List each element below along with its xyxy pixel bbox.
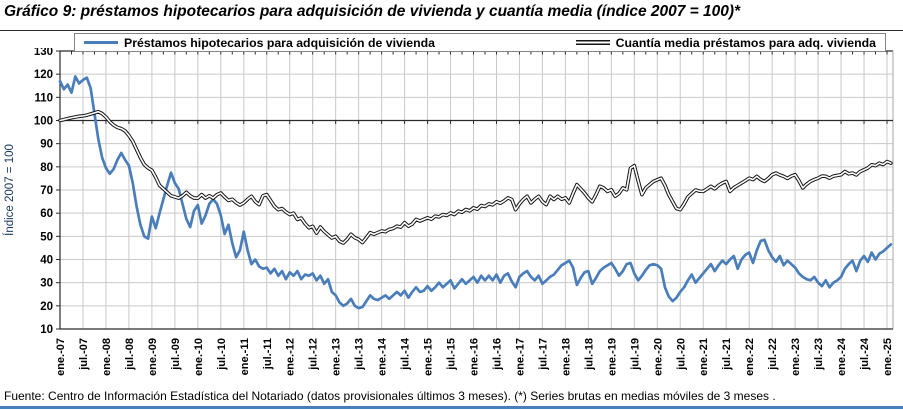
svg-text:ene.-12: ene.-12	[285, 338, 297, 376]
svg-text:40: 40	[40, 255, 53, 267]
svg-text:ene.-25: ene.-25	[882, 338, 894, 376]
svg-text:ene.-17: ene.-17	[514, 338, 526, 376]
svg-text:jul.-18: jul.-18	[583, 338, 595, 371]
svg-text:ene.-10: ene.-10	[193, 338, 205, 376]
svg-text:ene.-24: ene.-24	[836, 337, 848, 376]
svg-text:ene.-21: ene.-21	[698, 338, 710, 376]
svg-text:jul.-13: jul.-13	[354, 338, 366, 371]
svg-text:ene.-23: ene.-23	[790, 338, 802, 376]
legend-item-prestamos: Préstamos hipotecarios para adquisición …	[84, 36, 435, 50]
svg-text:ene.-13: ene.-13	[331, 338, 343, 376]
bottom-rule	[0, 406, 903, 409]
svg-text:ene.-19: ene.-19	[606, 338, 618, 376]
svg-text:70: 70	[40, 185, 53, 197]
svg-text:jul.-21: jul.-21	[721, 338, 733, 371]
svg-text:jul.-11: jul.-11	[262, 338, 274, 370]
svg-text:60: 60	[40, 208, 53, 220]
title-divider	[0, 30, 903, 31]
svg-text:jul.-17: jul.-17	[537, 338, 549, 371]
svg-text:jul.-07: jul.-07	[78, 338, 90, 371]
svg-text:jul.-24: jul.-24	[859, 337, 871, 371]
source-note: Fuente: Centro de Información Estadístic…	[4, 389, 776, 403]
svg-text:jul.-08: jul.-08	[124, 338, 136, 371]
legend-item-cuantia: Cuantía media préstamos para adq. vivien…	[575, 35, 876, 50]
plot-area: 10 20 30 40 50 60 70 80 90 100 110 120 130 ene.-07 jul…	[0, 46, 903, 383]
svg-text:ene.-22: ene.-22	[744, 338, 756, 376]
svg-text:110: 110	[34, 92, 53, 104]
svg-text:ene.-09: ene.-09	[147, 338, 159, 376]
svg-text:ene.-08: ene.-08	[101, 338, 113, 376]
y-axis-title: Índice 2007 = 100	[3, 144, 16, 236]
plot-svg: 10 20 30 40 50 60 70 80 90 100 110 120 130 ene.-07 jul…	[3, 46, 894, 376]
svg-text:30: 30	[40, 278, 53, 290]
svg-text:jul.-12: jul.-12	[308, 338, 320, 371]
svg-text:120: 120	[34, 69, 53, 81]
svg-text:jul.-15: jul.-15	[446, 338, 458, 371]
svg-text:50: 50	[40, 231, 53, 243]
svg-text:20: 20	[40, 301, 53, 313]
svg-text:ene.-11: ene.-11	[239, 338, 251, 375]
svg-text:jul.-10: jul.-10	[216, 338, 228, 371]
svg-text:ene.-15: ene.-15	[423, 338, 435, 376]
svg-text:jul.-16: jul.-16	[491, 338, 503, 371]
svg-text:jul.-19: jul.-19	[629, 338, 641, 371]
chart-title: Gráfico 9: préstamos hipotecarios para a…	[4, 3, 741, 20]
legend-label-cuantia: Cuantía media préstamos para adq. vivien…	[615, 35, 876, 50]
legend-label-prestamos: Préstamos hipotecarios para adquisición …	[124, 35, 435, 50]
svg-text:ene.-14: ene.-14	[377, 337, 389, 376]
svg-text:10: 10	[40, 324, 53, 336]
svg-text:jul.-22: jul.-22	[767, 338, 779, 371]
svg-text:jul.-09: jul.-09	[170, 338, 182, 371]
svg-text:jul.-14: jul.-14	[400, 337, 412, 371]
svg-text:ene.-07: ene.-07	[55, 338, 67, 376]
svg-text:jul.-20: jul.-20	[675, 338, 687, 371]
black-double-line-swatch-icon	[575, 40, 610, 45]
svg-text:90: 90	[40, 139, 53, 151]
svg-text:100: 100	[34, 116, 53, 128]
svg-text:ene.-18: ene.-18	[560, 338, 572, 376]
svg-text:130: 130	[34, 48, 53, 58]
legend: Préstamos hipotecarios para adquisición …	[74, 33, 886, 52]
svg-text:jul.-23: jul.-23	[813, 338, 825, 371]
svg-text:80: 80	[40, 162, 53, 174]
blue-line-swatch-icon	[84, 41, 118, 44]
svg-text:ene.-16: ene.-16	[469, 338, 481, 376]
svg-text:ene.-20: ene.-20	[652, 338, 664, 376]
